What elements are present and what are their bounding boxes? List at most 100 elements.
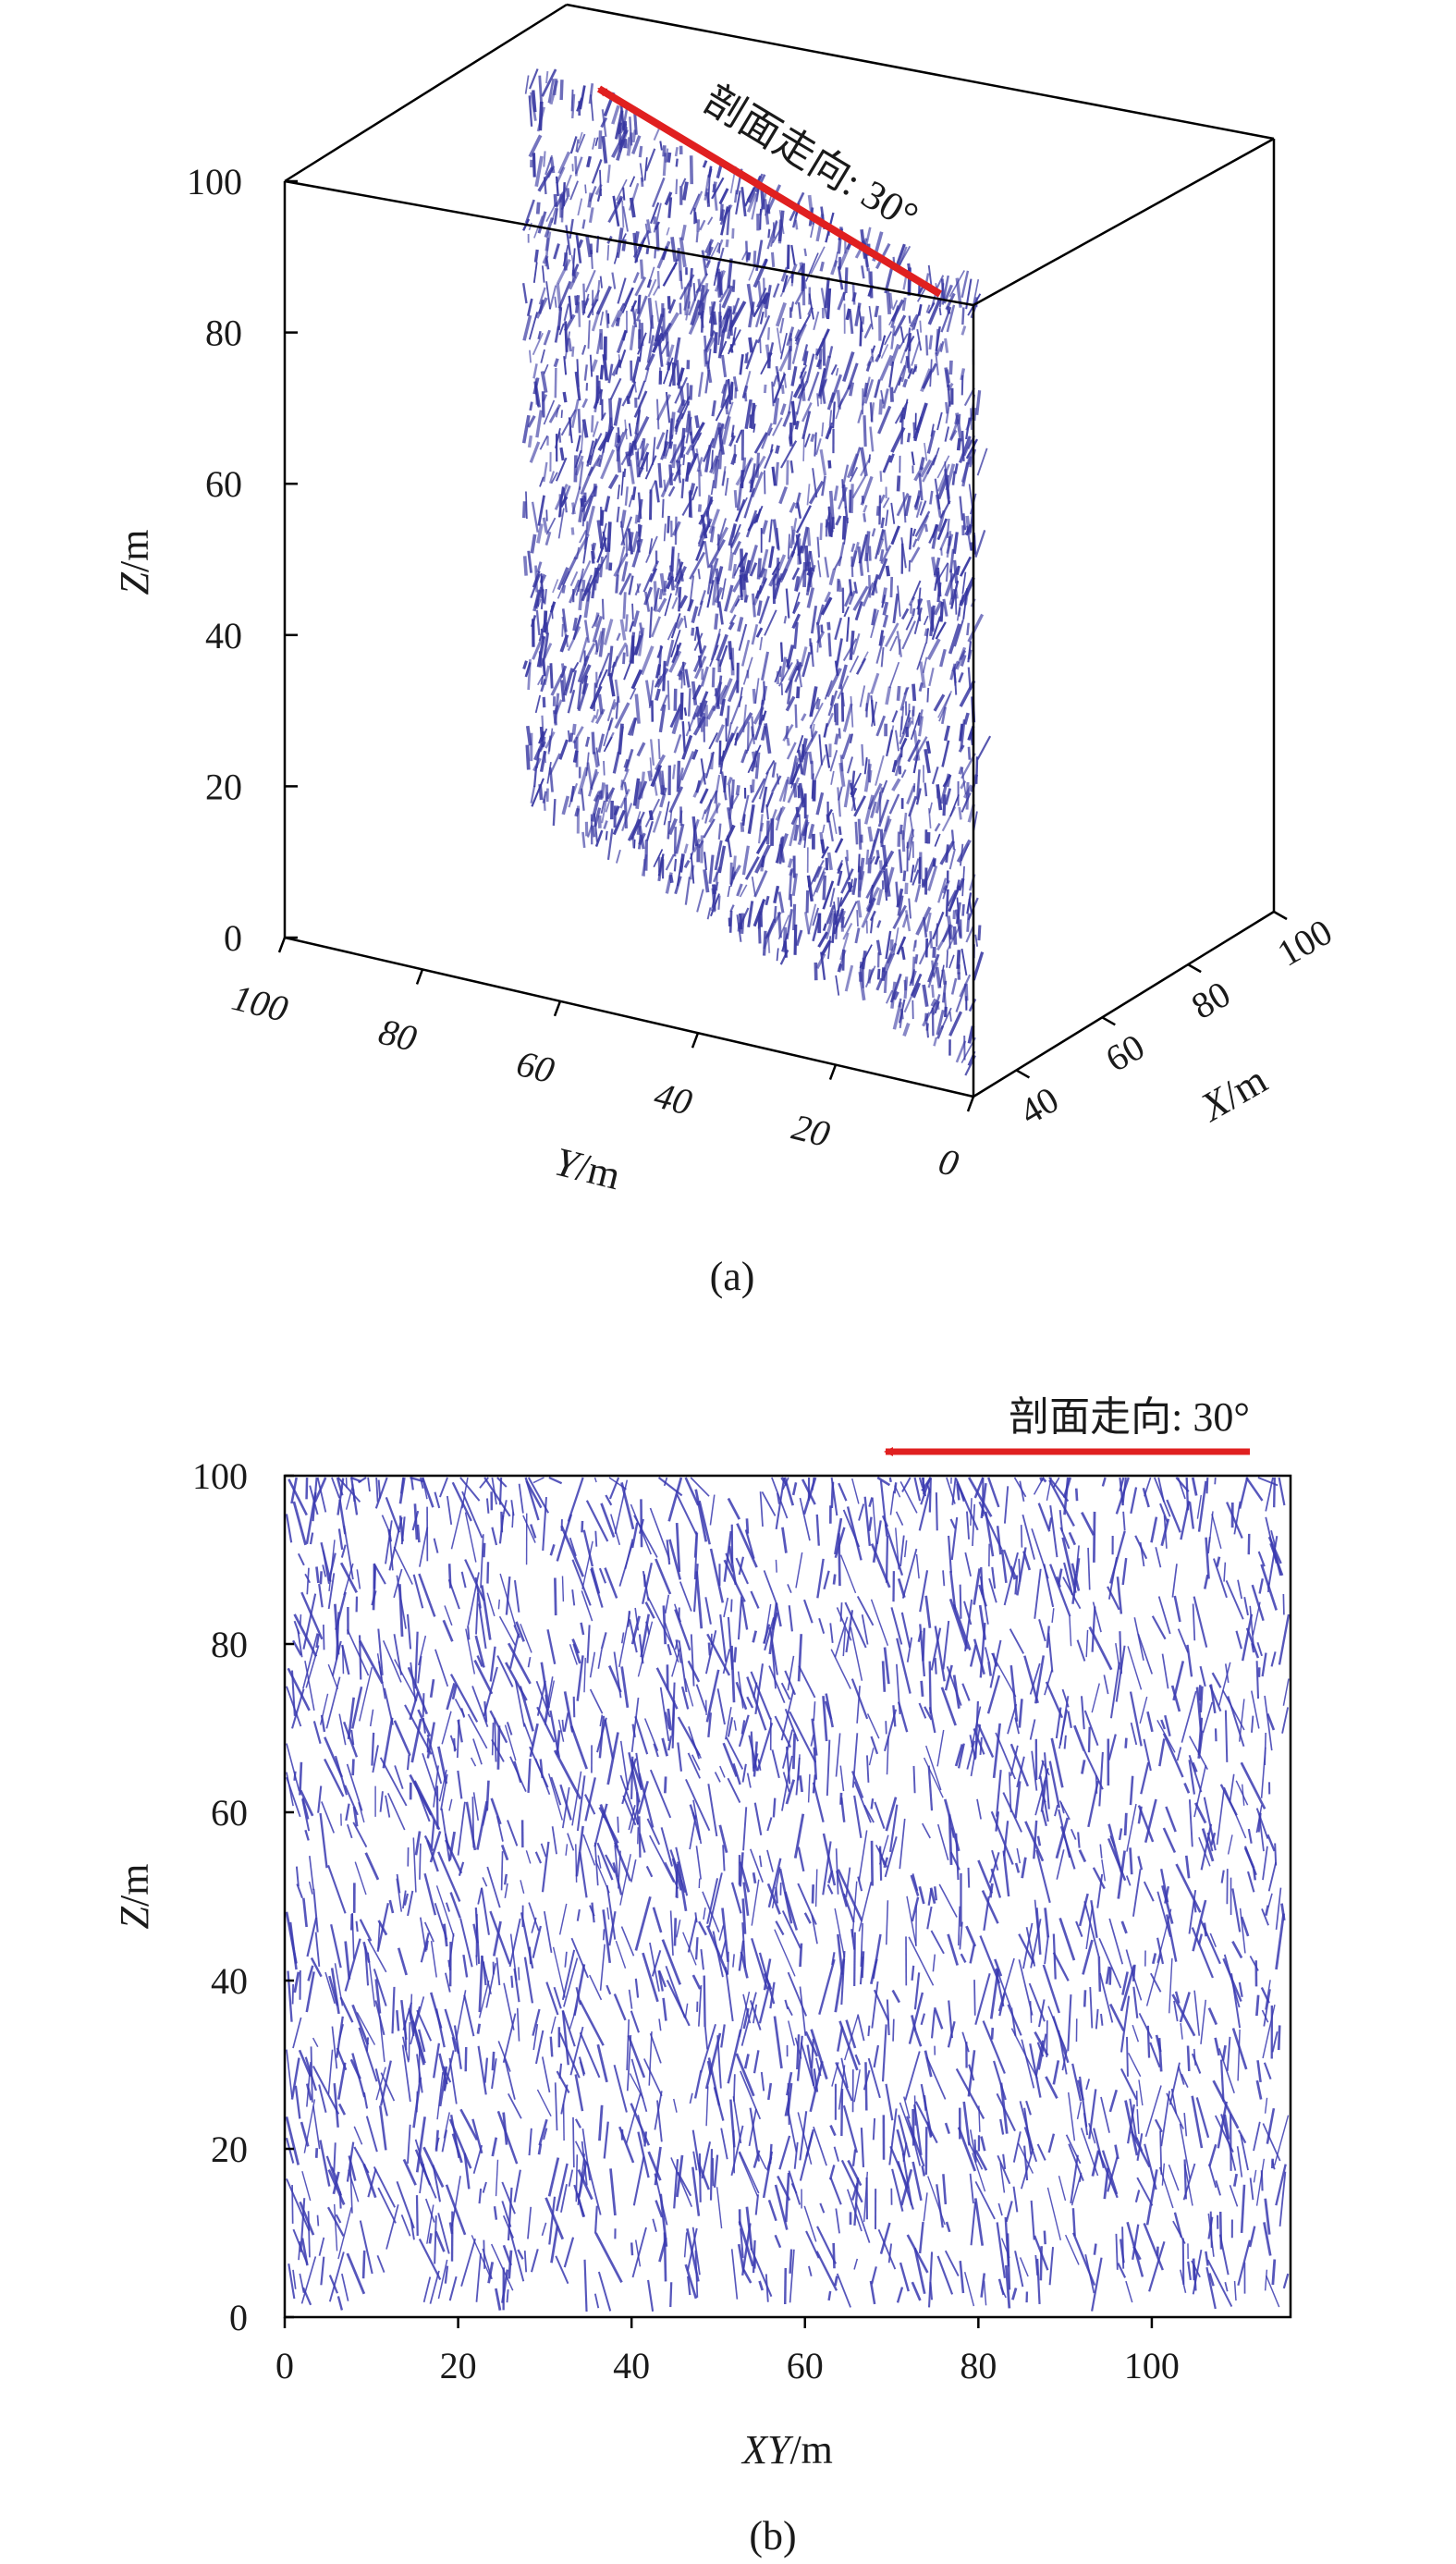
fracture-segment — [676, 360, 681, 389]
fracture-trace — [359, 1666, 373, 1722]
fracture-segment — [584, 184, 587, 194]
fracture-segment — [541, 68, 557, 97]
fracture-segment — [837, 291, 847, 311]
fracture-segment — [720, 354, 728, 378]
fracture-trace — [805, 2230, 820, 2259]
fracture-trace — [988, 1852, 1000, 1883]
fracture-segment — [838, 762, 846, 787]
fracture-trace — [628, 1805, 636, 1831]
fracture-trace — [444, 1605, 453, 1626]
fracture-segment — [689, 155, 694, 185]
fracture-trace — [1209, 1932, 1217, 1947]
fracture-segment — [644, 223, 651, 246]
fracture-trace — [630, 1697, 640, 1753]
fracture-segment — [912, 982, 922, 999]
fracture-segment — [644, 455, 657, 480]
fracture-trace — [990, 2027, 995, 2040]
fracture-segment — [729, 904, 735, 913]
fracture-trace — [638, 1773, 655, 1828]
fracture-trace — [788, 1605, 794, 1632]
fracture-segment — [878, 399, 884, 415]
fracture-segment — [973, 278, 980, 304]
fracture-trace — [1218, 2048, 1235, 2094]
fracture-trace — [471, 2118, 483, 2154]
fracture-segment — [605, 731, 615, 748]
fracture-segment — [690, 300, 702, 326]
fracture-segment — [822, 875, 827, 901]
fracture-trace — [1181, 1690, 1197, 1743]
fracture-segment — [593, 433, 603, 450]
fracture-trace — [574, 2118, 581, 2128]
fracture-segment — [896, 492, 910, 517]
fracture-trace — [441, 1711, 452, 1745]
fracture-segment — [800, 646, 808, 667]
fracture-segment — [934, 1000, 940, 1014]
fracture-trace — [518, 1483, 524, 1514]
fracture-trace — [1243, 1847, 1255, 1869]
fracture-trace — [695, 1684, 707, 1712]
fracture-trace — [327, 1663, 339, 1690]
fracture-trace — [335, 1755, 348, 1796]
fracture-trace — [402, 2158, 417, 2186]
fracture-segment — [593, 485, 598, 497]
fracture-segment — [652, 810, 662, 833]
fracture-trace — [515, 1621, 525, 1642]
fracture-segment — [649, 568, 658, 583]
fracture-trace — [507, 2092, 522, 2119]
fracture-trace — [1003, 1549, 1016, 1580]
fracture-segment — [604, 496, 611, 512]
fracture-trace — [502, 2013, 517, 2063]
fracture-trace — [1233, 2280, 1237, 2301]
fracture-trace — [749, 2107, 760, 2162]
fracture-trace — [690, 1477, 710, 1497]
fracture-segment — [528, 68, 539, 90]
fracture-trace — [331, 2026, 338, 2069]
fracture-segment — [918, 681, 924, 692]
fracture-trace — [1017, 2142, 1034, 2174]
fracture-trace — [451, 1481, 472, 1522]
fracture-segment — [768, 546, 775, 569]
fracture-trace — [1155, 1547, 1162, 1568]
fracture-segment — [913, 495, 921, 509]
fracture-trace — [476, 1800, 488, 1850]
fracture-trace — [1035, 1908, 1042, 1955]
fracture-trace — [1203, 1922, 1208, 1937]
fracture-trace — [581, 1540, 593, 1589]
fracture-trace — [927, 2176, 946, 2226]
fracture-trace — [547, 1773, 563, 1821]
fracture-trace — [1266, 1834, 1276, 1852]
fracture-trace — [1098, 1751, 1104, 1807]
fracture-trace — [684, 1678, 694, 1707]
fracture-trace — [471, 2235, 492, 2279]
fracture-segment — [880, 517, 886, 529]
fracture-trace — [1016, 1756, 1025, 1788]
fracture-trace — [524, 1477, 540, 1521]
fracture-segment — [559, 634, 569, 653]
fracture-segment — [974, 297, 978, 308]
fracture-segment — [739, 569, 743, 601]
fracture-segment — [569, 732, 574, 742]
fracture-segment — [691, 422, 705, 445]
fracture-segment — [575, 139, 580, 153]
fracture-segment — [944, 788, 952, 805]
fracture-segment — [820, 288, 828, 318]
fracture-segment — [928, 802, 933, 814]
fracture-segment — [950, 829, 956, 850]
fracture-segment — [875, 715, 887, 737]
fracture-trace — [591, 1902, 595, 1923]
fracture-segment — [616, 506, 620, 522]
fracture-segment — [662, 357, 674, 385]
fracture-trace — [1022, 1922, 1034, 1969]
fracture-trace — [781, 1729, 794, 1769]
fracture-trace — [1159, 1503, 1168, 1523]
fracture-segment — [760, 189, 765, 210]
fracture-segment — [815, 791, 825, 816]
fracture-trace — [433, 1765, 439, 1808]
fracture-trace — [486, 1592, 496, 1617]
fracture-trace — [735, 1557, 749, 1585]
fracture-segment — [751, 778, 766, 804]
fracture-segment — [764, 448, 774, 470]
fracture-trace — [976, 1798, 982, 1820]
fracture-segment — [913, 607, 923, 635]
fracture-trace — [538, 2118, 548, 2146]
